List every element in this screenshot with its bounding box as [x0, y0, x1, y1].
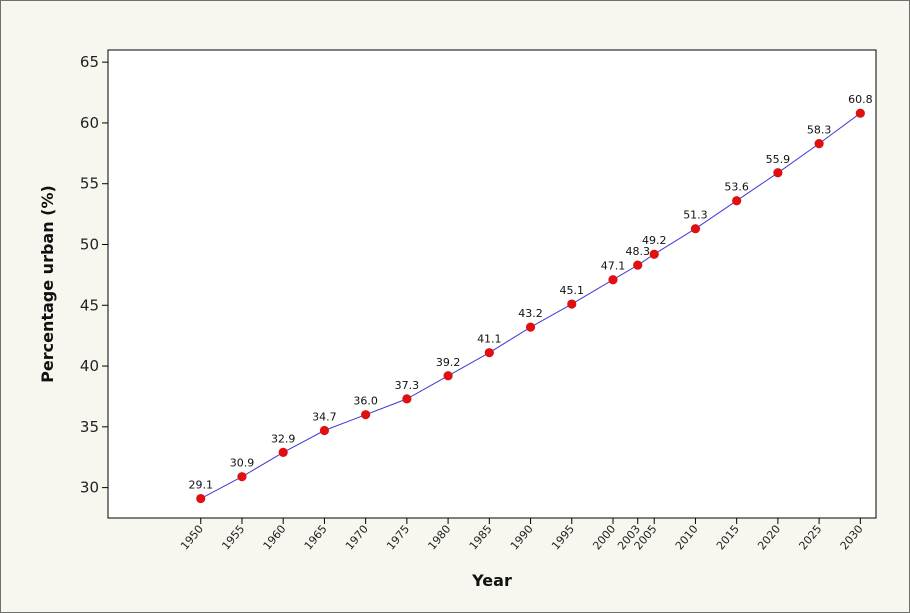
x-tick-label: 1980 [425, 523, 453, 553]
x-axis-title: Year [471, 571, 512, 590]
x-tick-label: 1985 [467, 523, 495, 553]
data-label: 45.1 [560, 284, 585, 297]
x-tick-label: 1970 [343, 523, 371, 553]
y-tick-label: 60 [80, 114, 99, 132]
y-tick-label: 55 [80, 175, 99, 193]
x-tick-label: 2000 [590, 523, 618, 553]
data-point [402, 394, 412, 404]
data-label: 30.9 [230, 457, 255, 470]
data-label: 55.9 [766, 153, 791, 166]
x-tick-label: 2020 [755, 523, 783, 553]
data-point [567, 299, 577, 309]
data-point [690, 224, 701, 234]
data-point [649, 249, 659, 259]
y-tick-label: 50 [80, 235, 99, 253]
y-tick-label: 45 [80, 296, 99, 314]
data-label: 53.6 [724, 181, 749, 194]
x-tick-label: 2010 [673, 523, 701, 553]
data-point [319, 425, 330, 436]
y-tick-label: 65 [80, 53, 99, 71]
data-label: 49.2 [642, 234, 667, 247]
x-tick-label: 1955 [219, 523, 247, 553]
data-label: 29.1 [189, 479, 214, 492]
data-label: 47.1 [601, 260, 626, 273]
data-point [608, 275, 618, 285]
data-point [237, 472, 247, 482]
x-tick-label: 1995 [549, 523, 577, 553]
y-tick-label: 40 [80, 357, 99, 375]
x-axis: 1950 1955 1960 1965 1970 1975 1980 1985 1990 1995… [178, 518, 866, 552]
x-tick-label: 2015 [714, 523, 742, 553]
data-label: 48.3 [625, 245, 650, 258]
x-tick-label: 1950 [178, 523, 206, 553]
data-point [361, 410, 371, 420]
data-point [525, 322, 536, 332]
y-tick-label: 35 [80, 418, 99, 436]
data-label: 51.3 [683, 209, 708, 222]
data-label: 39.2 [436, 356, 461, 369]
data-point [278, 447, 288, 457]
x-tick-label: 1990 [508, 523, 536, 553]
data-label: 60.8 [848, 93, 873, 106]
x-tick-label: 1965 [302, 523, 330, 553]
data-point [633, 260, 643, 270]
data-label: 58.3 [807, 124, 832, 137]
data-label: 41.1 [477, 333, 502, 346]
plot-area [107, 49, 877, 519]
x-tick-label: 2030 [838, 523, 866, 553]
data-point [443, 371, 453, 381]
data-point [732, 196, 742, 206]
data-label: 37.3 [395, 379, 420, 392]
data-labels: 29.1 30.9 32.9 34.7 36.0 37.3 39.2 41.1 43.2 45.1… [189, 93, 873, 491]
data-point [196, 493, 206, 504]
x-tick-label: 1975 [384, 523, 412, 553]
series-line [200, 112, 861, 500]
data-label: 32.9 [271, 432, 296, 445]
data-label: 36.0 [353, 395, 378, 408]
data-label: 43.2 [518, 307, 543, 320]
y-axis: 30 35 40 45 50 55 60 65 [80, 53, 108, 497]
y-axis-title: Percentage urban (%) [38, 185, 57, 383]
data-label: 34.7 [312, 410, 337, 423]
x-tick-label: 1960 [261, 523, 289, 553]
data-point [855, 108, 865, 118]
x-tick-label: 2025 [796, 523, 824, 553]
data-point [814, 139, 824, 149]
data-point [484, 348, 494, 358]
data-point [773, 168, 783, 178]
data-markers [196, 108, 865, 504]
y-tick-label: 30 [80, 479, 99, 497]
